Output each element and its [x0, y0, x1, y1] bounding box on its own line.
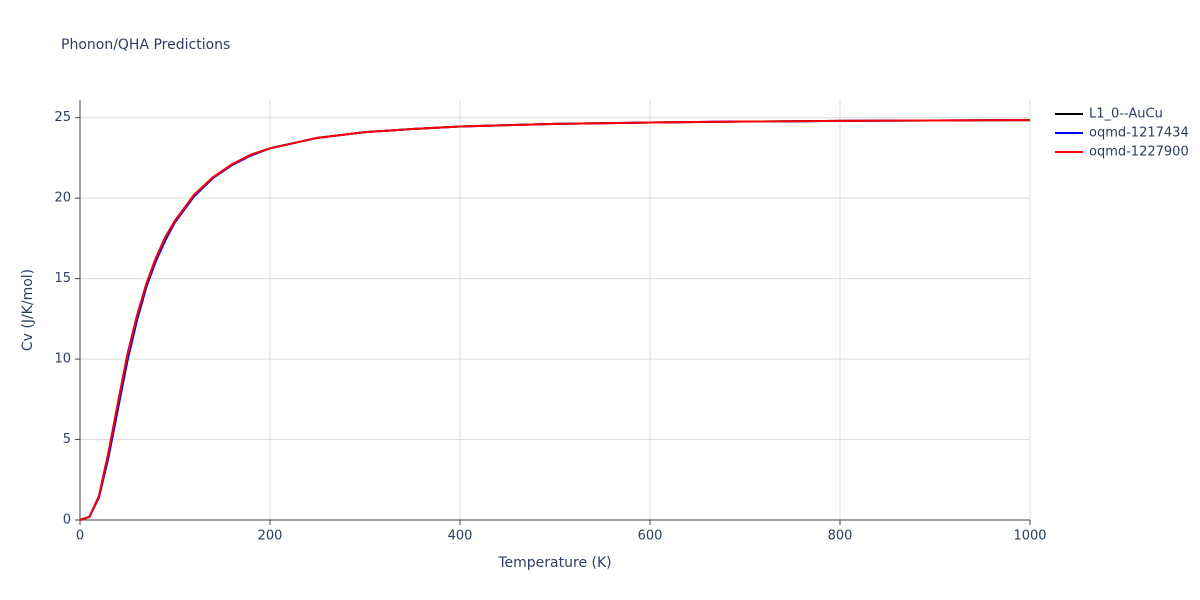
y-tick-label: 25	[54, 110, 71, 125]
series-line	[79, 119, 1031, 521]
y-axis-title: Cv (J/K/mol)	[20, 269, 36, 351]
x-tick-label: 600	[638, 529, 663, 544]
legend-label[interactable]: L1_0--AuCu	[1089, 107, 1163, 122]
x-tick-label: 400	[448, 529, 473, 544]
x-tick-label: 800	[828, 529, 853, 544]
x-axis-title: Temperature (K)	[497, 555, 611, 571]
y-tick-label: 10	[54, 352, 71, 367]
series-line	[79, 119, 1031, 521]
legend-label[interactable]: oqmd-1227900	[1089, 145, 1189, 160]
y-tick-label: 0	[63, 513, 71, 528]
series-line	[79, 119, 1031, 521]
y-tick-label: 5	[63, 432, 71, 447]
x-tick-label: 0	[76, 529, 84, 544]
x-tick-label: 200	[258, 529, 283, 544]
y-tick-label: 20	[54, 191, 71, 206]
y-tick-label: 15	[54, 271, 71, 286]
legend-label[interactable]: oqmd-1217434	[1089, 126, 1189, 141]
chart-title: Phonon/QHA Predictions	[61, 37, 230, 53]
x-tick-label: 1000	[1013, 529, 1046, 544]
